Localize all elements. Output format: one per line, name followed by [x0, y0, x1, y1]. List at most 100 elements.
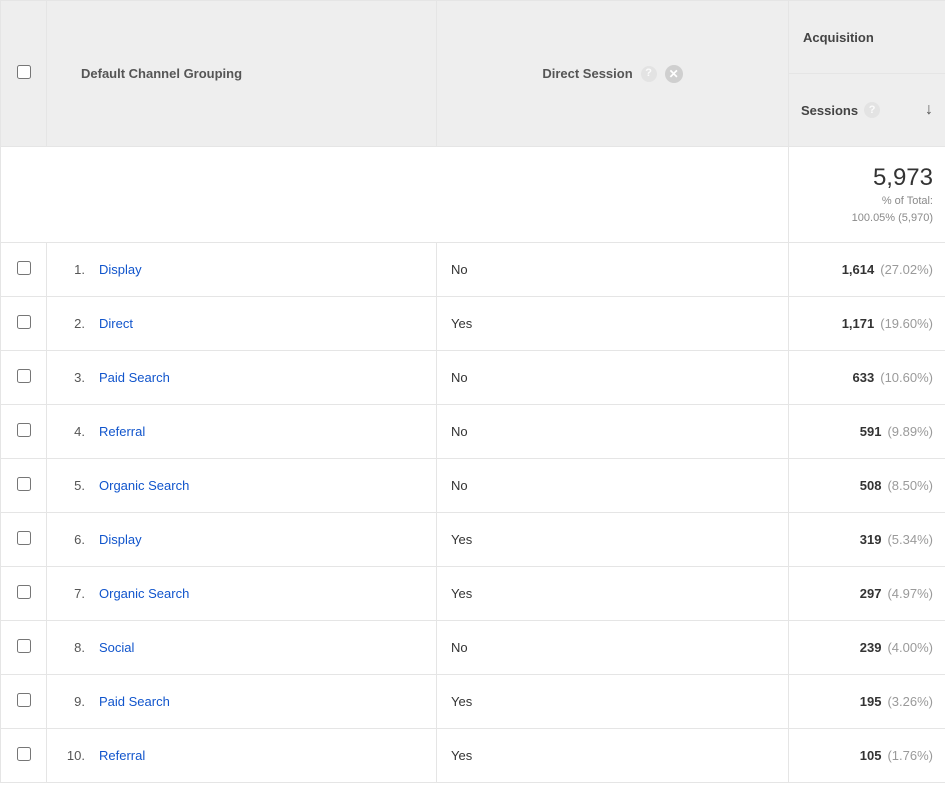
- row-sessions: 239(4.00%): [789, 621, 945, 675]
- sessions-value: 319: [860, 532, 882, 547]
- row-checkbox[interactable]: [17, 747, 31, 761]
- channel-link[interactable]: Paid Search: [99, 694, 170, 709]
- sessions-percent: (1.76%): [887, 748, 933, 763]
- row-channel-cell: 5.Organic Search: [47, 459, 437, 513]
- sessions-value: 105: [860, 748, 882, 763]
- row-checkbox-cell: [1, 513, 47, 567]
- table-row: 5.Organic SearchNo508(8.50%): [1, 459, 945, 513]
- row-checkbox[interactable]: [17, 315, 31, 329]
- row-checkbox-cell: [1, 459, 47, 513]
- sessions-percent: (9.89%): [887, 424, 933, 439]
- channel-link[interactable]: Social: [99, 640, 134, 655]
- summary-total: 5,973: [797, 164, 933, 192]
- row-channel-cell: 2.Direct: [47, 297, 437, 351]
- summary-blank: [1, 147, 789, 243]
- row-sessions: 508(8.50%): [789, 459, 945, 513]
- sessions-percent: (10.60%): [880, 370, 933, 385]
- row-sessions: 319 (5.34%): [789, 513, 945, 567]
- sessions-percent: (27.02%): [880, 262, 933, 277]
- table-row: 1.DisplayNo 1,614 (27.02%): [1, 243, 945, 297]
- row-channel-cell: 1.Display: [47, 243, 437, 297]
- channel-link[interactable]: Organic Search: [99, 478, 189, 493]
- row-checkbox-cell: [1, 243, 47, 297]
- row-number: 6.: [65, 532, 99, 547]
- table-row: 4.ReferralNo591(9.89%): [1, 405, 945, 459]
- row-channel-cell: 6.Display: [47, 513, 437, 567]
- row-checkbox[interactable]: [17, 369, 31, 383]
- row-direct-session: No: [437, 621, 789, 675]
- row-sessions: 1,614 (27.02%): [789, 243, 945, 297]
- help-icon[interactable]: ?: [641, 66, 657, 82]
- summary-row: 5,973 % of Total: 100.05% (5,970): [1, 147, 945, 243]
- row-direct-session: Yes: [437, 297, 789, 351]
- header-sessions-label: Sessions: [801, 103, 858, 118]
- table-row: 2.DirectYes1,171(19.60%): [1, 297, 945, 351]
- select-all-checkbox[interactable]: [17, 65, 31, 79]
- sessions-value: 1,171: [842, 316, 875, 331]
- row-number: 2.: [65, 316, 99, 331]
- row-direct-session: No: [437, 405, 789, 459]
- help-icon[interactable]: ?: [864, 102, 880, 118]
- summary-sub1: % of Total:: [797, 194, 933, 208]
- row-checkbox-cell: [1, 621, 47, 675]
- sessions-percent: (19.60%): [880, 316, 933, 331]
- row-checkbox[interactable]: [17, 477, 31, 491]
- header-sessions[interactable]: Sessions ? ↓: [789, 74, 945, 147]
- sessions-value: 591: [860, 424, 882, 439]
- row-checkbox-cell: [1, 675, 47, 729]
- channel-link[interactable]: Organic Search: [99, 586, 189, 601]
- sessions-percent: (4.97%): [887, 586, 933, 601]
- row-direct-session: No: [437, 243, 789, 297]
- row-number: 10.: [65, 748, 99, 763]
- header-direct-label: Direct Session: [542, 66, 632, 81]
- row-checkbox-cell: [1, 351, 47, 405]
- row-checkbox-cell: [1, 567, 47, 621]
- header-checkbox-cell: [1, 1, 47, 147]
- sessions-value: 195: [860, 694, 882, 709]
- header-channel-label: Default Channel Grouping: [81, 66, 242, 81]
- channel-link[interactable]: Direct: [99, 316, 133, 331]
- sessions-percent: (3.26%): [887, 694, 933, 709]
- channel-link[interactable]: Referral: [99, 748, 145, 763]
- header-channel[interactable]: Default Channel Grouping: [47, 1, 437, 147]
- summary-sessions: 5,973 % of Total: 100.05% (5,970): [789, 147, 945, 243]
- sessions-value: 239: [860, 640, 882, 655]
- row-checkbox[interactable]: [17, 693, 31, 707]
- close-icon[interactable]: ✕: [665, 65, 683, 83]
- sessions-percent: (8.50%): [887, 478, 933, 493]
- channel-link[interactable]: Paid Search: [99, 370, 170, 385]
- row-channel-cell: 7.Organic Search: [47, 567, 437, 621]
- row-channel-cell: 3.Paid Search: [47, 351, 437, 405]
- row-checkbox[interactable]: [17, 261, 31, 275]
- row-checkbox[interactable]: [17, 639, 31, 653]
- row-checkbox[interactable]: [17, 423, 31, 437]
- header-acquisition-label: Acquisition: [803, 30, 874, 45]
- row-channel-cell: 8.Social: [47, 621, 437, 675]
- row-channel-cell: 10.Referral: [47, 729, 437, 783]
- table-row: 7.Organic SearchYes297(4.97%): [1, 567, 945, 621]
- header-acquisition: Acquisition: [789, 1, 945, 74]
- table-row: 8.SocialNo239(4.00%): [1, 621, 945, 675]
- table-row: 9.Paid SearchYes195(3.26%): [1, 675, 945, 729]
- sort-descending-icon[interactable]: ↓: [925, 101, 933, 119]
- header-direct-session[interactable]: Direct Session ? ✕: [437, 1, 789, 147]
- channel-link[interactable]: Referral: [99, 424, 145, 439]
- sessions-value: 297: [860, 586, 882, 601]
- table-row: 6.DisplayYes319(5.34%): [1, 513, 945, 567]
- row-sessions: 297 (4.97%): [789, 567, 945, 621]
- channel-link[interactable]: Display: [99, 532, 142, 547]
- analytics-table: Default Channel Grouping Direct Session …: [0, 0, 945, 783]
- row-checkbox-cell: [1, 405, 47, 459]
- row-direct-session: No: [437, 351, 789, 405]
- sessions-percent: (5.34%): [887, 532, 933, 547]
- row-sessions: 633(10.60%): [789, 351, 945, 405]
- sessions-value: 1,614: [842, 262, 875, 277]
- row-channel-cell: 4.Referral: [47, 405, 437, 459]
- channel-link[interactable]: Display: [99, 262, 142, 277]
- row-direct-session: Yes: [437, 675, 789, 729]
- row-number: 4.: [65, 424, 99, 439]
- row-number: 3.: [65, 370, 99, 385]
- row-checkbox[interactable]: [17, 531, 31, 545]
- table-row: 3.Paid SearchNo633(10.60%): [1, 351, 945, 405]
- row-checkbox[interactable]: [17, 585, 31, 599]
